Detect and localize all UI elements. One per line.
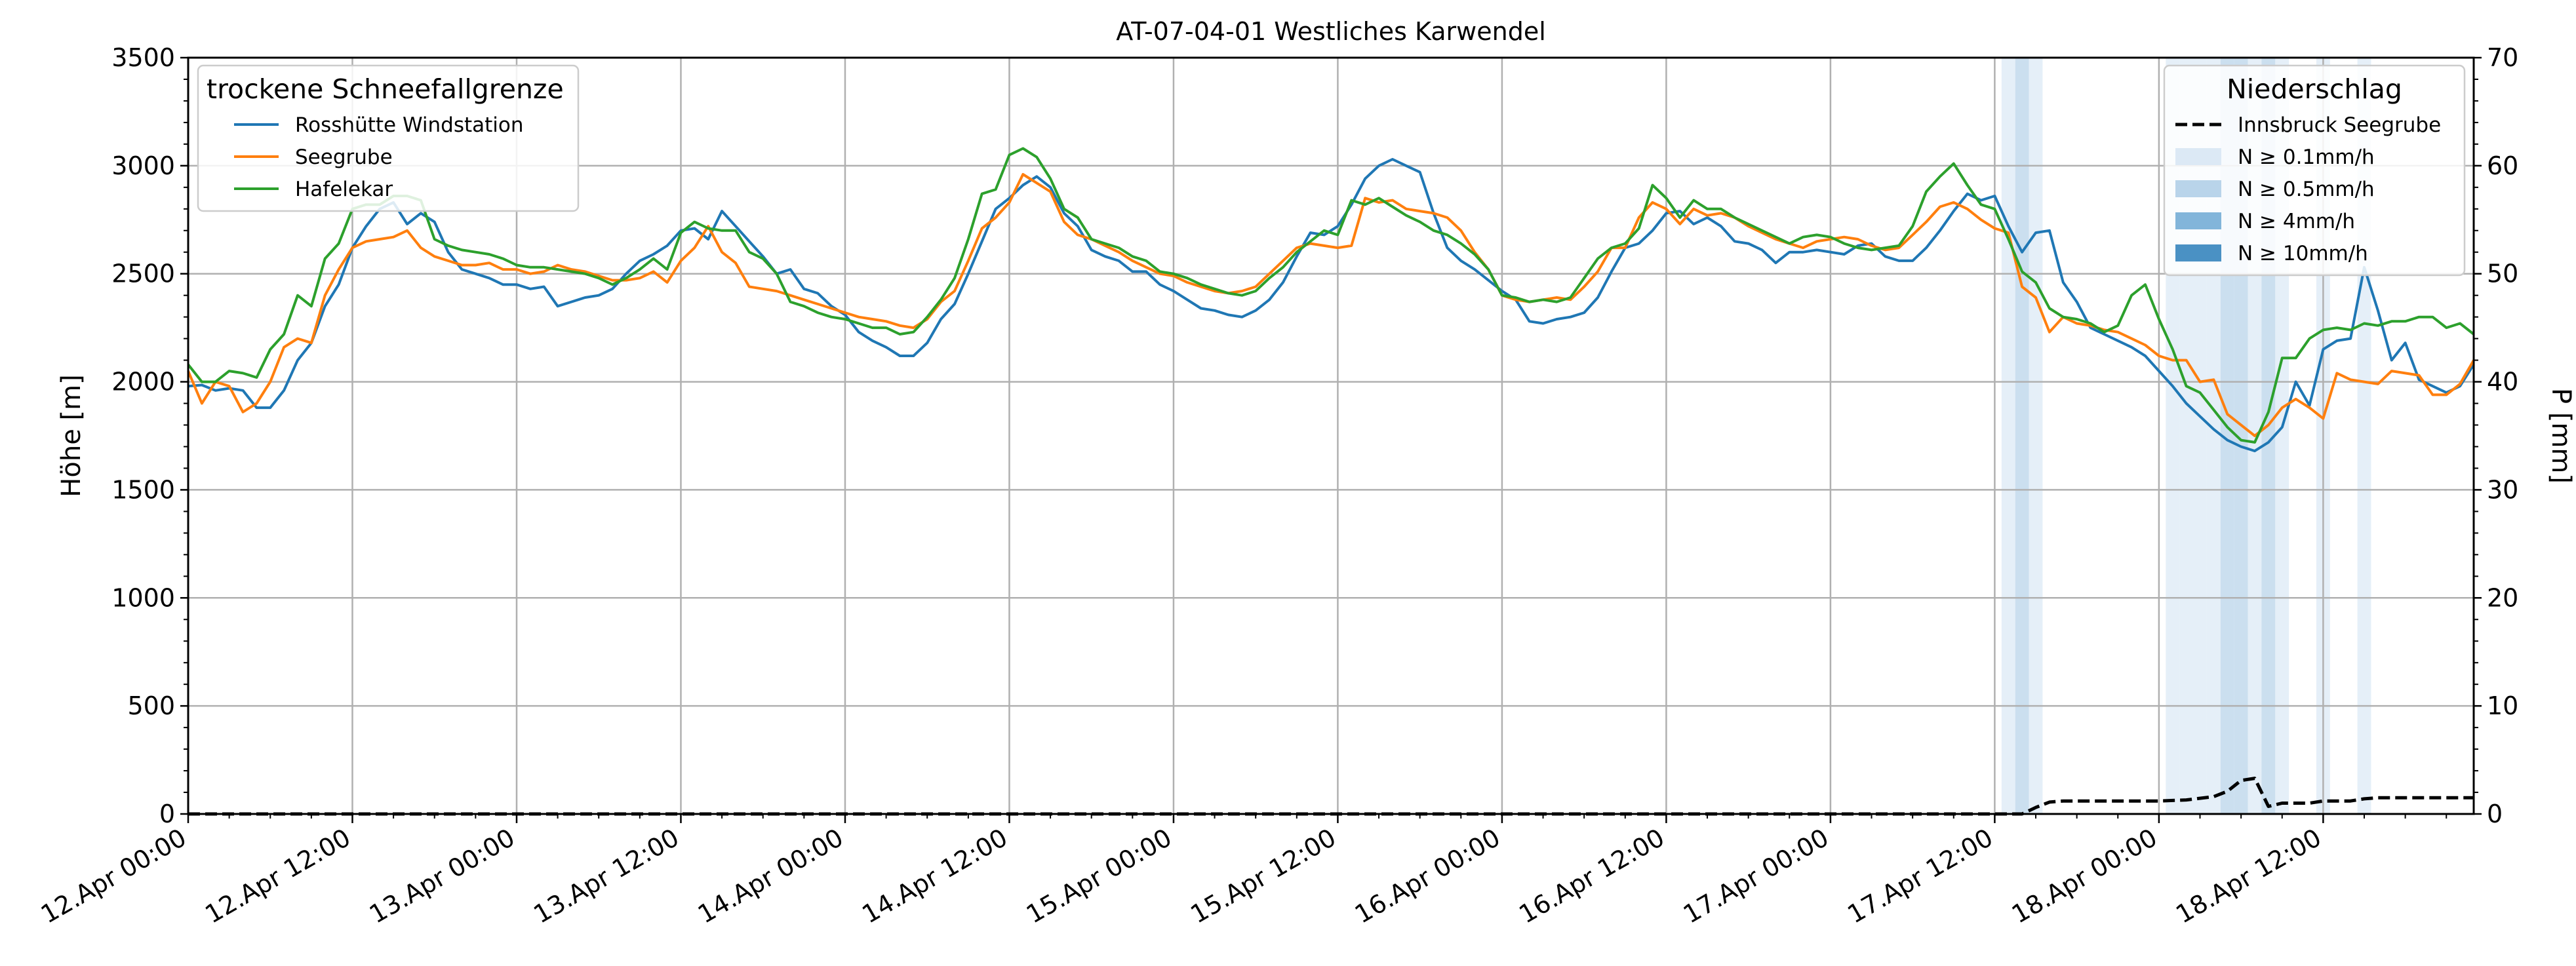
- legend-precip-box: [2163, 64, 2466, 277]
- y-right-tick-label: 60: [2487, 151, 2518, 180]
- y-left-tick-label: 0: [159, 800, 175, 828]
- y-right-tick-label: 50: [2487, 260, 2518, 288]
- legend-snowline-title: trockene Schneefallgrenze: [207, 73, 564, 105]
- legend-label-hafelekar: Hafelekar: [295, 178, 393, 201]
- legend-swatch-precip-class: [2175, 148, 2221, 165]
- y-right-tick-label: 40: [2487, 368, 2518, 396]
- plot-frame: [187, 56, 2475, 815]
- legend-snowline: trockene Schneefallgrenze Rosshütte Winds…: [197, 64, 580, 212]
- y-left-tick-label: 1000: [111, 583, 175, 612]
- y-right-tick-label: 70: [2487, 43, 2518, 72]
- precip-band: [2015, 58, 2029, 814]
- legend-label-seegrube: Seegrube: [295, 145, 393, 169]
- legend-precip-title: Niederschlag: [2227, 73, 2402, 105]
- legend-label-innsbruck-seegrube: Innsbruck Seegrube: [2238, 113, 2441, 137]
- legend-swatch-precip-class: [2175, 212, 2221, 229]
- y-left-tick-label: 2500: [111, 260, 175, 288]
- legend-label-precip-class: N ≥ 0.5mm/h: [2238, 178, 2375, 201]
- series-lines: [187, 147, 2475, 816]
- series-line-innsbruck-seegrube: [188, 777, 2474, 816]
- precip-band: [2029, 58, 2043, 814]
- y-left-tick-label: 3000: [111, 151, 175, 180]
- legend-swatch-precip-class: [2175, 180, 2221, 197]
- series-line-hafelekar: [187, 147, 2475, 444]
- y-left-tick-label: 500: [127, 691, 175, 720]
- legend-snowline-box: [197, 64, 580, 212]
- precip-band: [2001, 58, 2015, 814]
- y-right-tick-label: 0: [2487, 800, 2503, 828]
- y-right-tick-label: 30: [2487, 475, 2518, 504]
- legend-label-precip-class: N ≥ 0.1mm/h: [2238, 145, 2375, 169]
- y-right-tick-label: 20: [2487, 583, 2518, 612]
- y-axis-left-title: Höhe [m]: [56, 374, 87, 497]
- legend-precipitation: Niederschlag Innsbruck Seegrube N ≥ 0.1mm/…: [2163, 64, 2466, 277]
- legend-label-precip-class: N ≥ 4mm/h: [2238, 210, 2355, 233]
- y-left-tick-label: 2000: [111, 368, 175, 396]
- legend-swatch-precip-class: [2175, 244, 2221, 261]
- legend-label-precip-class: N ≥ 10mm/h: [2238, 242, 2368, 265]
- series-line-rossh-tte-windstation: [188, 158, 2475, 453]
- y-right-tick-label: 10: [2487, 691, 2518, 720]
- legend-label-rossh-tte-windstation: Rosshütte Windstation: [295, 113, 524, 137]
- y-left-tick-label: 3500: [111, 43, 175, 72]
- chart-title: AT-07-04-01 Westliches Karwendel: [1116, 17, 1546, 46]
- y-left-tick-label: 1500: [111, 475, 175, 504]
- y-axis-right-title: P [mm]: [2546, 388, 2576, 484]
